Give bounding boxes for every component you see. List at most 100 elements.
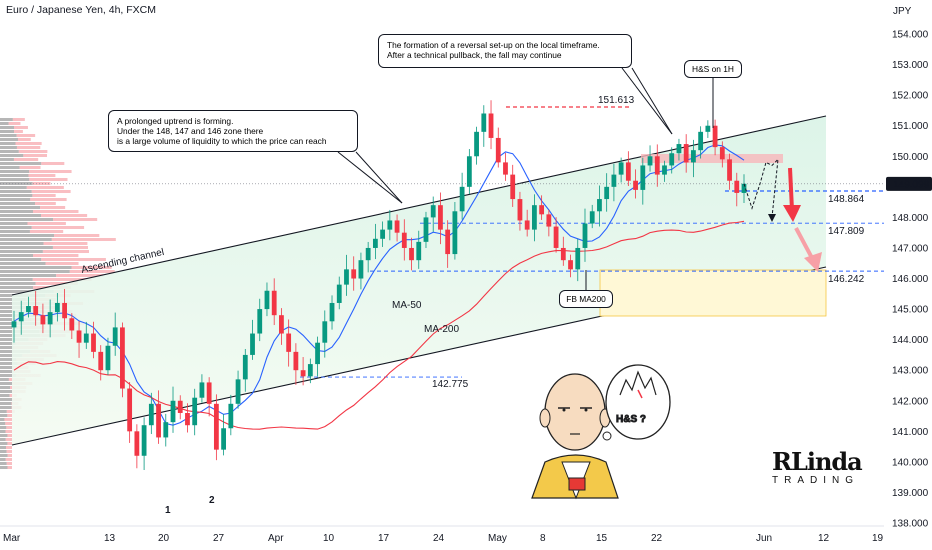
volume-bar-sell	[0, 426, 7, 429]
candle-body	[54, 302, 60, 313]
candle-body	[134, 431, 140, 456]
candle-body	[495, 137, 501, 163]
candle-body	[62, 302, 67, 319]
candle-body	[120, 327, 125, 389]
candle-body	[423, 217, 429, 242]
volume-bar-buy	[18, 150, 48, 153]
x-tick-label: 12	[818, 533, 830, 544]
volume-bar-sell	[0, 238, 52, 241]
volume-bar-sell	[0, 434, 8, 437]
volume-bar-buy	[42, 250, 90, 253]
volume-bar-sell	[0, 230, 30, 233]
logo-text-bottom: TRADING	[772, 475, 859, 486]
volume-bar-sell	[0, 270, 70, 273]
volume-bar-buy	[45, 262, 79, 265]
y-tick-label: 153.000	[892, 60, 929, 71]
volume-bar-sell	[0, 218, 54, 221]
candle-body	[127, 388, 133, 432]
y-tick-label: 140.000	[892, 457, 929, 468]
volume-bar-buy	[69, 270, 115, 273]
x-tick-label: Jun	[756, 533, 772, 544]
y-tick-label: 144.000	[892, 335, 929, 346]
candle-body	[315, 342, 320, 365]
candle-body	[676, 144, 682, 154]
candle-body	[156, 403, 161, 438]
volume-bar-buy	[19, 166, 41, 169]
time-axis[interactable]: Mar 13 20 27 Apr 10 17 24 May 8 15 22 Jun 12 19	[0, 525, 884, 544]
candle-body	[213, 403, 219, 450]
x-tick-label: May	[488, 533, 507, 544]
volume-bar-sell	[0, 394, 10, 397]
volume-bar-sell	[0, 258, 42, 261]
candle-body	[625, 162, 631, 181]
volume-bar-buy	[7, 466, 12, 469]
volume-bar-buy	[40, 214, 88, 217]
candle-body	[105, 345, 111, 371]
volume-bar-buy	[30, 198, 67, 201]
volume-bar-sell	[0, 202, 36, 205]
callout-pointer-uptrend-2	[337, 151, 403, 204]
candle-body	[279, 315, 284, 334]
x-tick-label: 22	[651, 533, 663, 544]
volume-bar-buy	[31, 190, 71, 193]
volume-bar-buy	[7, 442, 12, 445]
candle-body	[69, 318, 75, 331]
volume-bar-buy	[41, 258, 106, 261]
candle-body	[546, 214, 552, 227]
x-tick-label: Mar	[3, 533, 21, 544]
candle-body	[18, 312, 24, 322]
price-axis[interactable]: JPY 138.000 139.000 140.000 141.000 142.000 14…	[886, 6, 932, 530]
candle-body	[409, 247, 414, 261]
volume-bar-buy	[54, 234, 100, 237]
candle-body	[293, 351, 299, 371]
current-price-label: 149.099	[893, 179, 930, 190]
candle-body	[604, 186, 610, 200]
volume-bar-sell	[0, 254, 34, 257]
candle-body	[524, 220, 530, 230]
volume-bar-sell	[0, 130, 15, 133]
volume-bar-sell	[0, 166, 20, 169]
moving-averages: MA-50 MA-200	[13, 144, 745, 430]
candle-body	[691, 150, 696, 163]
y-tick-label: 150.000	[892, 152, 929, 163]
y-tick-label: 152.000	[892, 91, 929, 102]
volume-bar-buy	[17, 138, 31, 141]
candlesticks	[11, 100, 747, 471]
volume-bar-buy	[35, 282, 78, 285]
volume-bar-sell	[0, 362, 18, 365]
volume-bar-sell	[0, 442, 8, 445]
y-tick-label: 151.000	[892, 121, 929, 132]
volume-bar-sell	[0, 398, 13, 401]
candle-body	[640, 165, 646, 190]
candle-body	[286, 333, 292, 352]
ma200-label: MA-200	[424, 324, 459, 335]
volume-bar-buy	[56, 274, 104, 277]
volume-bar-sell	[0, 354, 23, 357]
candle-body	[47, 312, 53, 325]
volume-bar-sell	[0, 146, 17, 149]
volume-bar-sell	[0, 234, 55, 237]
volume-bar-buy	[33, 254, 79, 257]
volume-bar-buy	[16, 134, 36, 137]
pink-arrow-shaft	[794, 227, 814, 259]
level-label: 142.775	[432, 379, 469, 390]
level-label: 147.809	[828, 226, 865, 237]
ascending-channel: Ascending channel	[11, 115, 827, 446]
candle-body	[481, 113, 487, 132]
annotations: 12	[165, 67, 822, 516]
candle-body	[445, 229, 451, 255]
y-tick-label: 148.000	[892, 213, 929, 224]
volume-bar-sell	[0, 414, 8, 417]
cartoon-character: H&S ?	[531, 364, 671, 500]
candle-body	[358, 260, 364, 279]
y-tick-label: 142.000	[892, 396, 929, 407]
red-arrow-shaft	[788, 167, 794, 211]
volume-bar-sell	[0, 118, 13, 121]
volume-bar-sell	[0, 206, 41, 209]
projection-path	[743, 157, 779, 218]
volume-bar-sell	[0, 138, 18, 141]
volume-bar-buy	[5, 446, 12, 449]
candle-body	[163, 422, 169, 438]
candle-body	[11, 321, 17, 328]
candle-body	[33, 306, 39, 316]
